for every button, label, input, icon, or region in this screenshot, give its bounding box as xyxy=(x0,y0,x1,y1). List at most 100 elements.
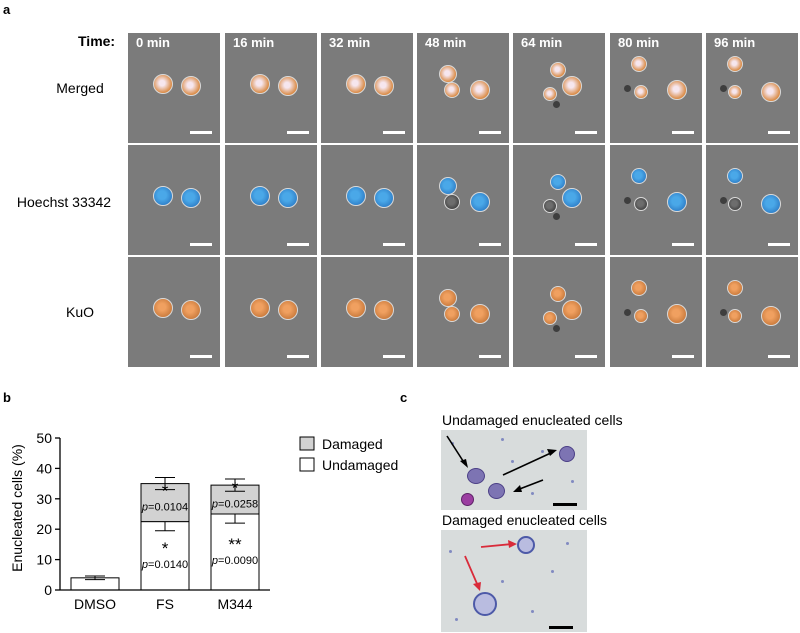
scale-bar xyxy=(479,355,501,358)
cell xyxy=(667,304,687,324)
micrograph-tile: 80 min xyxy=(610,33,702,143)
scale-bar xyxy=(479,131,501,134)
pyrenocyte xyxy=(624,85,631,92)
cell xyxy=(444,82,460,98)
cell xyxy=(250,74,270,94)
enucleated-cell xyxy=(488,483,505,499)
x-tick-label: DMSO xyxy=(74,596,116,612)
y-axis-label: Enucleated cells (%) xyxy=(9,444,25,572)
micrograph-tile xyxy=(417,257,509,367)
bar-undamaged xyxy=(210,513,260,591)
scale-bar xyxy=(479,243,501,246)
panel-b-letter: b xyxy=(3,390,11,405)
micrograph-tile: 48 min xyxy=(417,33,509,143)
micrograph-tile xyxy=(128,257,220,367)
significance-stars: * xyxy=(232,479,239,498)
micrograph-tile xyxy=(225,145,317,255)
significance-stars: ** xyxy=(228,535,242,554)
damaged-cell xyxy=(517,536,535,554)
legend-swatch-damaged xyxy=(299,436,315,451)
p-value-label: p=0.0104 xyxy=(141,502,188,514)
pyrenocyte xyxy=(624,197,631,204)
cell xyxy=(439,289,457,307)
cell xyxy=(761,306,781,326)
cell xyxy=(470,192,490,212)
chart-legend: Damaged Undamaged xyxy=(299,436,398,473)
bar-group: *p=0.0140*p=0.0104**p=0.0090*p=0.0258 xyxy=(70,477,260,591)
cell xyxy=(727,56,743,72)
micrograph-tile: 96 min xyxy=(706,33,798,143)
scale-bar xyxy=(190,355,212,358)
micrograph-tile xyxy=(706,257,798,367)
scale-bar xyxy=(575,243,597,246)
cell xyxy=(470,80,490,100)
cell xyxy=(728,309,742,323)
cell xyxy=(631,280,647,296)
cell xyxy=(562,188,582,208)
damaged-micrograph xyxy=(441,530,587,632)
enucleated-cell xyxy=(467,468,485,484)
legend-label-damaged: Damaged xyxy=(322,436,383,452)
cell xyxy=(278,300,298,320)
cell xyxy=(470,304,490,324)
undamaged-title: Undamaged enucleated cells xyxy=(442,412,623,428)
cell xyxy=(278,76,298,96)
y-tick-label: 20 xyxy=(36,521,52,537)
cell xyxy=(181,76,201,96)
panel-c-letter: c xyxy=(400,390,408,405)
x-tick-label: M344 xyxy=(217,596,252,612)
cell xyxy=(667,80,687,100)
micrograph-tile: 64 min xyxy=(513,33,605,143)
micrograph-tile xyxy=(513,257,605,367)
nucleated-cell xyxy=(461,493,474,506)
row-label-hoechst: Hoechst 33342 xyxy=(16,194,112,210)
cell xyxy=(250,186,270,206)
black-arrow xyxy=(446,435,466,465)
cell xyxy=(153,186,173,206)
cell xyxy=(278,188,298,208)
micrograph-tile xyxy=(513,145,605,255)
scale-bar xyxy=(768,131,790,134)
bar-undamaged xyxy=(140,521,190,591)
cell xyxy=(346,298,366,318)
y-axis: 0 10 20 30 40 50 xyxy=(36,430,61,598)
micrograph-tile xyxy=(225,257,317,367)
cell xyxy=(444,306,460,322)
timepoint-label: 64 min xyxy=(521,35,563,50)
cell xyxy=(250,298,270,318)
p-value-label: p=0.0140 xyxy=(141,559,188,571)
timepoint-label: 16 min xyxy=(233,35,275,50)
cell xyxy=(550,286,566,302)
damaged-title: Damaged enucleated cells xyxy=(442,512,607,528)
panel-a-letter: a xyxy=(3,2,11,17)
cell xyxy=(727,168,743,184)
micrograph-tile xyxy=(610,257,702,367)
p-value-label: p=0.0090 xyxy=(211,555,258,567)
scale-bar xyxy=(383,131,405,134)
cell xyxy=(153,298,173,318)
scale-bar xyxy=(672,243,694,246)
cell xyxy=(439,65,457,83)
pyrenocyte xyxy=(624,309,631,316)
row-label-merged: Merged xyxy=(56,80,104,96)
black-arrow xyxy=(502,451,554,476)
cell xyxy=(543,311,557,325)
pyrenocyte xyxy=(720,197,727,204)
scale-bar xyxy=(768,243,790,246)
timepoint-label: 32 min xyxy=(329,35,371,50)
black-arrow xyxy=(516,479,544,491)
p-value-label: p=0.0258 xyxy=(211,499,258,511)
significance-stars: * xyxy=(162,482,169,501)
cell xyxy=(181,300,201,320)
cell xyxy=(543,87,557,101)
row-label-kuo: KuO xyxy=(65,304,94,320)
cell xyxy=(346,186,366,206)
scale-bar xyxy=(553,503,577,506)
scale-bar xyxy=(672,131,694,134)
cell xyxy=(562,76,582,96)
timepoint-label: 0 min xyxy=(136,35,170,50)
cell xyxy=(543,199,557,213)
micrograph-tile xyxy=(321,145,413,255)
micrograph-tile: 32 min xyxy=(321,33,413,143)
cell xyxy=(631,168,647,184)
